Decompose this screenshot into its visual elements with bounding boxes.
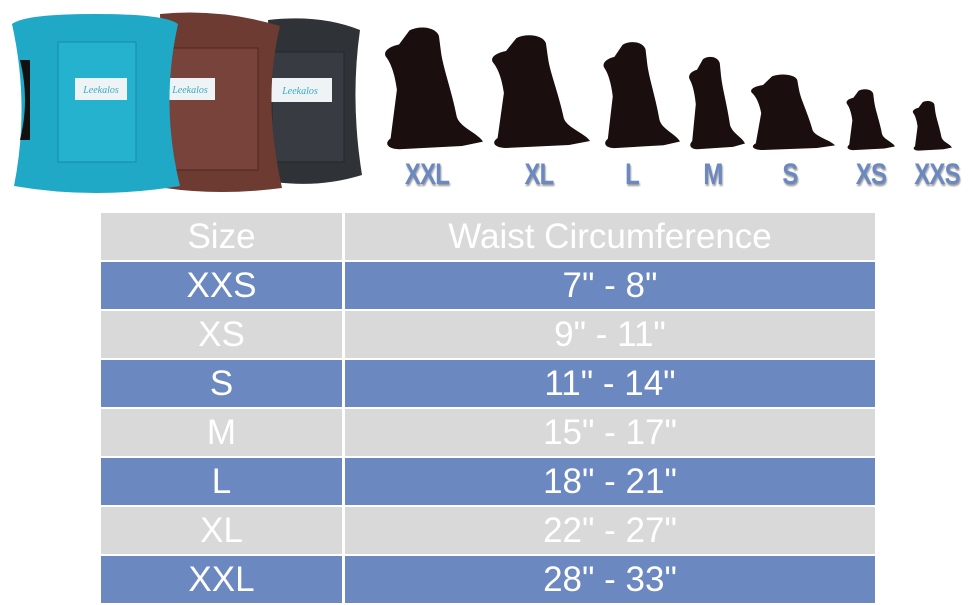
dog-silhouettes	[385, 27, 952, 151]
waist-cell: 7" - 8"	[345, 262, 875, 309]
dog-size-label: XXL	[404, 158, 450, 191]
dog-silhouette-xl	[492, 35, 590, 149]
table-row: XL 22" - 27"	[101, 507, 875, 556]
table-row: XS 9" - 11"	[101, 311, 875, 360]
brown-belly-band: Leekalos	[160, 12, 282, 192]
dog-size-label: XL	[524, 158, 554, 191]
table-row: L 18" - 21"	[101, 458, 875, 507]
waist-cell: 9" - 11"	[345, 311, 875, 358]
dog-silhouette-s	[751, 74, 835, 151]
size-chart-table: Size Waist Circumference XXS 7" - 8" XS …	[101, 213, 875, 605]
table-row: XXS 7" - 8"	[101, 262, 875, 311]
size-cell: XXL	[101, 556, 342, 603]
svg-text:Leekalos: Leekalos	[281, 86, 318, 97]
dog-size-label: M	[703, 158, 723, 191]
size-cell: M	[101, 409, 342, 456]
dog-silhouette-xxl	[385, 27, 483, 150]
dog-size-label: L	[625, 158, 640, 191]
dog-size-label: XS	[855, 158, 887, 191]
dog-silhouette-l	[603, 42, 680, 149]
brand-label: Leekalos	[82, 85, 119, 96]
dog-silhouette-xs	[846, 89, 895, 151]
size-cell: XXS	[101, 262, 342, 309]
svg-text:Leekalos: Leekalos	[171, 85, 208, 96]
waist-cell: 18" - 21"	[345, 458, 875, 505]
waist-cell: 11" - 14"	[345, 360, 875, 407]
header-size: Size	[101, 213, 342, 260]
dog-silhouette-xxs	[912, 101, 952, 151]
waist-cell: 22" - 27"	[345, 507, 875, 554]
size-cell: XL	[101, 507, 342, 554]
size-cell: L	[101, 458, 342, 505]
table-header-row: Size Waist Circumference	[101, 213, 875, 262]
product-image-belly-bands: Leekalos Leekalos Leekalos	[12, 12, 362, 193]
table-row: M 15" - 17"	[101, 409, 875, 458]
dog-size-label: XXS	[914, 158, 960, 191]
table-row: XXL 28" - 33"	[101, 556, 875, 605]
table-row: S 11" - 14"	[101, 360, 875, 409]
dog-size-label: S	[782, 158, 798, 191]
waist-cell: 15" - 17"	[345, 409, 875, 456]
teal-belly-band: Leekalos	[12, 14, 180, 193]
charcoal-belly-band: Leekalos	[268, 18, 362, 184]
size-cell: S	[101, 360, 342, 407]
waist-cell: 28" - 33"	[345, 556, 875, 603]
dog-silhouette-m	[689, 56, 745, 150]
header-waist: Waist Circumference	[345, 213, 875, 260]
size-cell: XS	[101, 311, 342, 358]
